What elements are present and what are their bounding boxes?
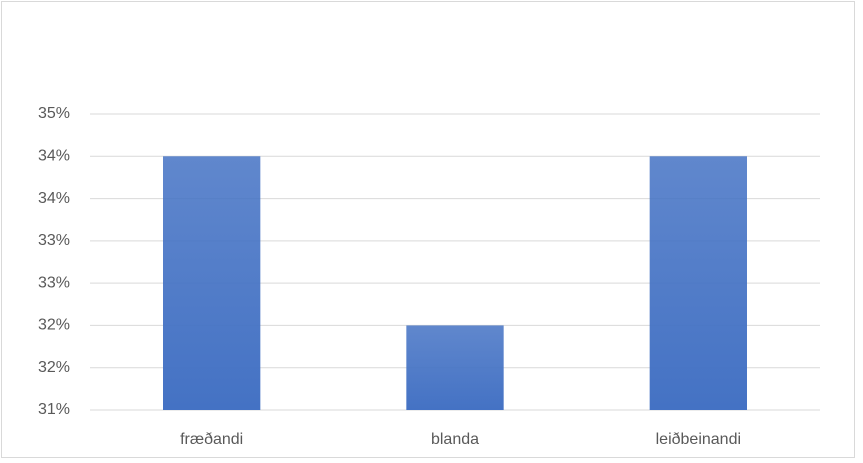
x-tick-label: leiðbeinandi [656,431,741,448]
bar [649,156,747,410]
x-tick-label: blanda [431,431,479,448]
y-tick-label: 35% [38,105,70,122]
y-tick-label: 34% [38,148,70,165]
y-tick-label: 32% [38,359,70,376]
bar [406,325,504,410]
bar [163,156,261,410]
y-tick-label: 34% [38,190,70,207]
y-tick-label: 31% [38,401,70,418]
x-tick-label: fræðandi [180,431,243,448]
y-tick-label: 33% [38,232,70,249]
y-tick-label: 32% [38,317,70,334]
y-tick-label: 33% [38,274,70,291]
